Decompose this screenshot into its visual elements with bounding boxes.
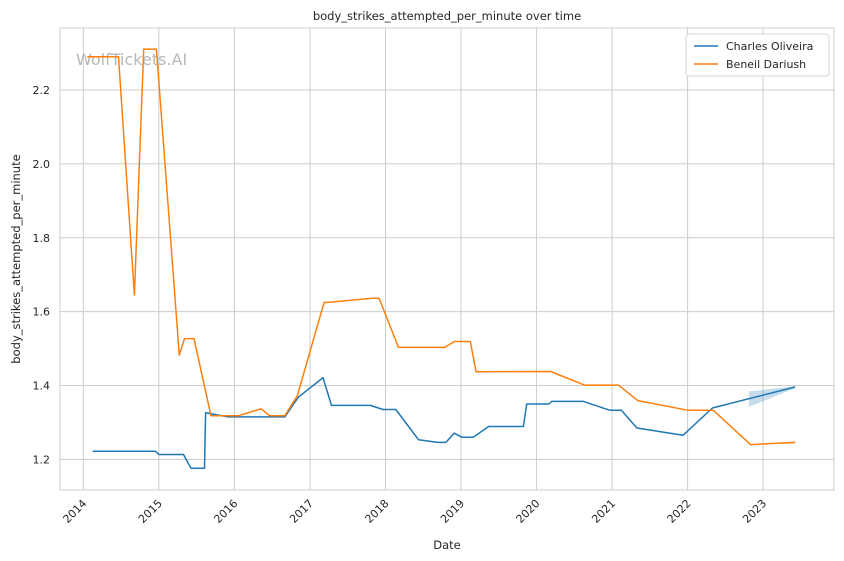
series-lines <box>87 48 796 469</box>
y-tick-labels: 1.2 1.4 1.6 1.8 2.0 2.2 <box>33 84 51 466</box>
chart-title: body_strikes_attempted_per_minute over t… <box>313 9 581 23</box>
legend-box <box>685 33 830 77</box>
y-tick-label: 2.0 <box>33 158 51 171</box>
legend-label-beneil-dariush: Beneil Dariush <box>726 58 806 71</box>
y-tick-label: 1.2 <box>33 453 51 466</box>
watermark: WolfTickets.AI <box>76 50 187 69</box>
y-axis-label: body_strikes_attempted_per_minute <box>9 154 23 363</box>
x-tick-label: 2023 <box>740 497 769 526</box>
x-tick-label: 2015 <box>136 497 165 526</box>
x-tick-label: 2020 <box>514 497 543 526</box>
x-tick-label: 2018 <box>363 497 392 526</box>
series-line-beneil-dariush <box>87 48 796 446</box>
y-tick-label: 1.8 <box>33 232 51 245</box>
x-tick-label: 2014 <box>60 497 89 526</box>
x-tick-labels: 2014 2015 2016 2017 2018 2019 2020 2021 2022 2023 <box>60 497 769 526</box>
x-tick-label: 2021 <box>589 497 618 526</box>
legend: Charles Oliveira Beneil Dariush <box>685 33 830 77</box>
x-tick-label: 2016 <box>211 497 240 526</box>
x-tick-label: 2022 <box>665 497 694 526</box>
grid-lines <box>60 28 834 490</box>
confidence-band-charles-oliveira <box>749 386 796 407</box>
x-tick-label: 2017 <box>287 497 316 526</box>
x-tick-label: 2019 <box>438 497 467 526</box>
y-tick-label: 1.4 <box>33 379 51 392</box>
y-tick-label: 2.2 <box>33 84 51 97</box>
legend-label-charles-oliveira: Charles Oliveira <box>726 40 813 53</box>
series-line-charles-oliveira <box>92 376 796 469</box>
plot-area <box>59 27 835 491</box>
y-tick-label: 1.6 <box>33 306 51 319</box>
x-axis-label: Date <box>433 538 461 552</box>
